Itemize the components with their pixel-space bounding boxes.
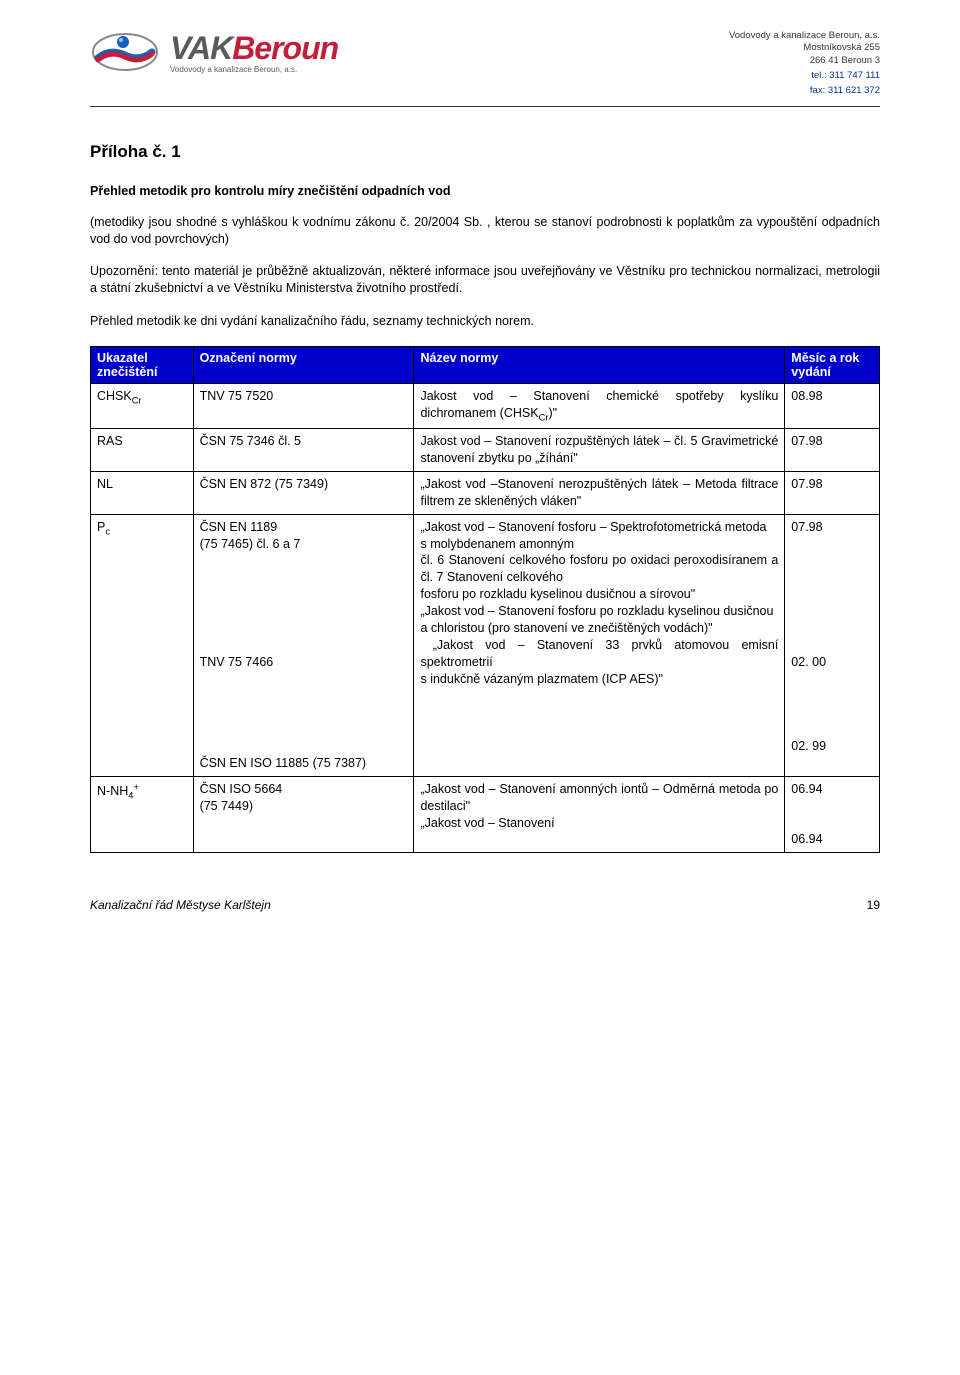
table-row: RAS ČSN 75 7346 čl. 5 Jakost vod – Stano…	[91, 429, 880, 472]
brand-sub: Vodovody a kanalizace Beroun, a.s.	[170, 66, 338, 74]
logo-block: VAKBeroun Vodovody a kanalizace Beroun, …	[90, 30, 338, 75]
brand-main: VAKBeroun	[170, 32, 338, 64]
cell-designation: ČSN 75 7346 čl. 5	[193, 429, 414, 472]
company-name: Vodovody a kanalizace Beroun, a.s.	[729, 30, 880, 42]
cell-indicator: CHSKCr	[91, 384, 194, 429]
th-designation: Označení normy	[193, 347, 414, 384]
cell-designation: TNV 75 7520	[193, 384, 414, 429]
table-row: N-NH4+ ČSN ISO 5664(75 7449) „Jakost vod…	[91, 776, 880, 853]
paragraph-2: Upozornění: tento materiál je průběžně a…	[90, 263, 880, 297]
th-date: Měsíc a rok vydání	[785, 347, 880, 384]
subtitle: Přehled metodik pro kontrolu míry znečiš…	[90, 184, 880, 198]
cell-date: 07.9802. 0002. 99	[785, 514, 880, 776]
cell-indicator: RAS	[91, 429, 194, 472]
company-fax: fax: 311 621 372	[729, 85, 880, 97]
header-divider	[90, 106, 880, 107]
brand-beroun: Beroun	[232, 30, 338, 66]
cell-name: „Jakost vod – Stanovení amonných iontů –…	[414, 776, 785, 853]
logo-icon	[90, 30, 160, 75]
cell-name: Jakost vod – Stanovení chemické spotřeby…	[414, 384, 785, 429]
standards-table: Ukazatel znečištění Označení normy Název…	[90, 346, 880, 853]
cell-name: „Jakost vod –Stanovení nerozpuštěných lá…	[414, 471, 785, 514]
company-street: Mostníkovská 255	[729, 42, 880, 54]
table-row: CHSKCr TNV 75 7520 Jakost vod – Stanoven…	[91, 384, 880, 429]
cell-indicator: N-NH4+	[91, 776, 194, 853]
table-row: NL ČSN EN 872 (75 7349) „Jakost vod –Sta…	[91, 471, 880, 514]
brand-vak: VAK	[170, 30, 232, 66]
cell-designation: ČSN ISO 5664(75 7449)	[193, 776, 414, 853]
cell-date: 07.98	[785, 471, 880, 514]
cell-date: 08.98	[785, 384, 880, 429]
page-footer: Kanalizační řád Městyse Karlštejn 19	[90, 898, 880, 912]
page-header: VAKBeroun Vodovody a kanalizace Beroun, …	[90, 30, 880, 98]
th-name: Název normy	[414, 347, 785, 384]
page-title: Příloha č. 1	[90, 142, 880, 162]
table-row: Pc ČSN EN 1189(75 7465) čl. 6 a 7TNV 75 …	[91, 514, 880, 776]
cell-indicator: NL	[91, 471, 194, 514]
cell-date: 06.9406.94	[785, 776, 880, 853]
table-body: CHSKCr TNV 75 7520 Jakost vod – Stanoven…	[91, 384, 880, 853]
page-number: 19	[867, 898, 880, 912]
cell-name: „Jakost vod – Stanovení fosforu – Spektr…	[414, 514, 785, 776]
company-city: 266 41 Beroun 3	[729, 55, 880, 67]
company-tel: tel.: 311 747 111	[729, 70, 880, 82]
th-indicator: Ukazatel znečištění	[91, 347, 194, 384]
cell-indicator: Pc	[91, 514, 194, 776]
cell-designation: ČSN EN 872 (75 7349)	[193, 471, 414, 514]
paragraph-1: (metodiky jsou shodné s vyhláškou k vodn…	[90, 214, 880, 248]
cell-designation: ČSN EN 1189(75 7465) čl. 6 a 7TNV 75 746…	[193, 514, 414, 776]
table-header-row: Ukazatel znečištění Označení normy Název…	[91, 347, 880, 384]
footer-left: Kanalizační řád Městyse Karlštejn	[90, 898, 271, 912]
cell-name: Jakost vod – Stanovení rozpuštěných láte…	[414, 429, 785, 472]
paragraph-3: Přehled metodik ke dni vydání kanalizačn…	[90, 313, 880, 330]
cell-date: 07.98	[785, 429, 880, 472]
company-info: Vodovody a kanalizace Beroun, a.s. Mostn…	[729, 30, 880, 98]
brand-text: VAKBeroun Vodovody a kanalizace Beroun, …	[170, 32, 338, 74]
